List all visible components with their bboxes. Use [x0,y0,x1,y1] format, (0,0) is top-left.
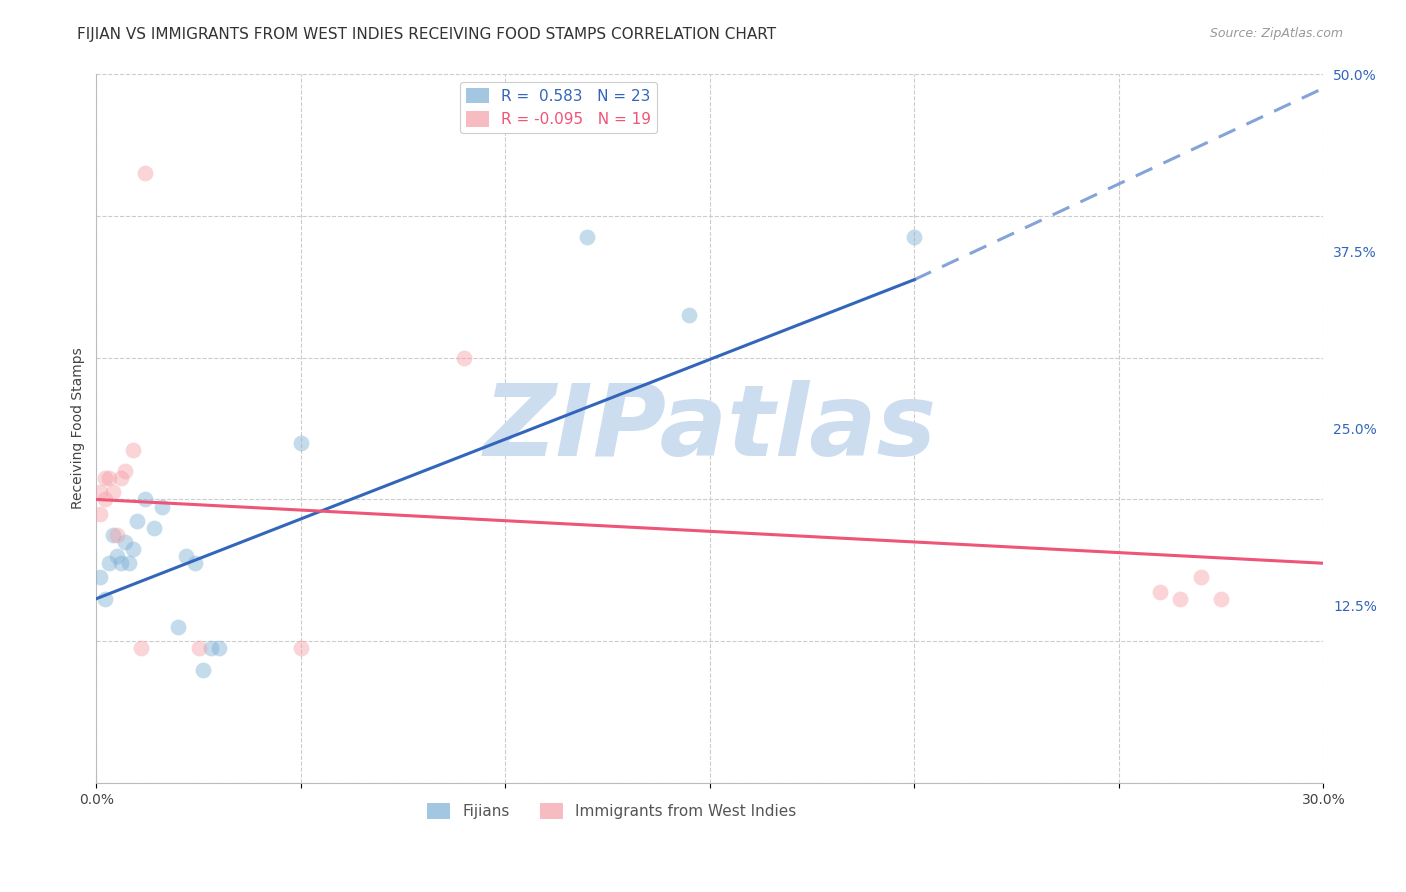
Point [105,549,128,563]
Point [110,471,132,485]
Point [93,471,115,485]
Point [101,485,124,500]
Text: Source: ZipAtlas.com: Source: ZipAtlas.com [1209,27,1343,40]
Point [678,308,700,322]
Point [290,641,312,656]
Point [1189,570,1212,584]
Point [142,521,165,535]
Point [1168,591,1191,606]
Point [150,500,173,514]
Point [290,435,312,450]
Point [89,570,111,584]
Y-axis label: Receiving Food Stamps: Receiving Food Stamps [72,348,86,509]
Point [208,641,231,656]
Point [453,351,475,365]
Point [187,641,209,656]
Point [118,556,141,570]
Point [122,442,145,457]
Point [105,528,128,542]
Point [176,549,198,563]
Point [89,507,111,521]
Point [191,663,214,677]
Point [114,535,136,549]
Point [1149,584,1171,599]
Point [200,641,222,656]
Legend: Fijians, Immigrants from West Indies: Fijians, Immigrants from West Indies [420,797,803,825]
Point [183,556,205,570]
Point [576,230,599,244]
Point [97,471,120,485]
Point [1209,591,1232,606]
Text: ZIPatlas: ZIPatlas [484,380,936,477]
Point [903,230,925,244]
Point [114,464,136,478]
Point [101,528,124,542]
Point [131,641,153,656]
Point [97,556,120,570]
Point [89,485,111,500]
Point [167,620,190,634]
Point [134,166,156,180]
Text: FIJIAN VS IMMIGRANTS FROM WEST INDIES RECEIVING FOOD STAMPS CORRELATION CHART: FIJIAN VS IMMIGRANTS FROM WEST INDIES RE… [77,27,776,42]
Point [93,492,115,507]
Point [122,542,145,557]
Point [127,514,149,528]
Point [110,556,132,570]
Point [93,591,115,606]
Point [134,492,156,507]
